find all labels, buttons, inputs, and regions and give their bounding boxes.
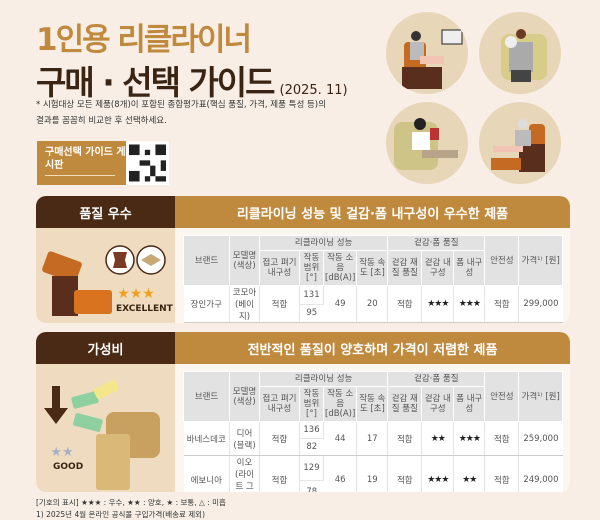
cell-brand: 장인가구 (183, 285, 230, 323)
cell-range-max: 131 (299, 285, 324, 305)
price-footnote: 1) 2025년 4월 온라인 공식몰 구입가격(배송료 제외) (36, 510, 206, 519)
col-model: 모델명 (색상) (229, 371, 260, 422)
value-illustration: ★★ GOOD (36, 364, 175, 492)
col-foam-dur: 폼 내구성 (453, 386, 486, 422)
cell-model: 이오 (라이트 그레이) (229, 455, 260, 492)
good-badge: GOOD (53, 462, 84, 472)
cell-range-max: 136 (299, 421, 324, 439)
cell-speed: 17 (356, 421, 389, 456)
legend-footnote: [기호의 표시] ★★★ : 우수, ★★ : 양호, ★ : 보통, △ : … (36, 498, 226, 507)
qr-code-icon[interactable] (126, 141, 169, 185)
cell-fabric_quality: 적합 (387, 285, 423, 323)
cell-speed: 19 (356, 455, 389, 492)
cell-speed: 20 (356, 285, 389, 323)
cell-model: 디어 (블랙) (229, 421, 260, 456)
guide-board-link[interactable]: 구매선택 가이드 게시판 (37, 141, 169, 185)
col-noise: 작동 소음 [dB(A)] (322, 386, 358, 422)
section-tag: 품질 우수 (36, 196, 175, 228)
col-fold: 접고 펴기 내구성 (259, 250, 300, 286)
cell-noise: 46 (323, 455, 358, 492)
cell-range-min: 78 (299, 480, 324, 492)
cell-price: 249,000 (518, 455, 563, 492)
cell-range-min: 95 (299, 304, 324, 323)
table-row: 장인가구 코모아 (베이지) 적합 131 49 20 적합 ★★★ ★★★ 적합 299,000 (183, 285, 563, 323)
col-price: 가격¹⁾ [원] (518, 371, 563, 422)
cell-fabric_dur: ★★★ (421, 455, 455, 492)
col-recline: 리클라이닝 성능 (258, 371, 389, 387)
col-fabric: 겉감·폼 품질 (387, 371, 486, 387)
cell-fold: 적합 (259, 455, 300, 492)
cell-brand: 에보니아 (183, 455, 230, 492)
value-table: 브랜드 모델명 (색상) 리클라이닝 성능 겉감·폼 품질 안전성 가격¹⁾ [원] 접고… (183, 371, 563, 492)
cell-safety: 적합 (484, 455, 520, 492)
col-safety: 안전성 (484, 371, 520, 422)
cell-range-min: 82 (299, 438, 324, 456)
col-fold: 접고 펴기 내구성 (259, 386, 300, 422)
svg-text:★★★: ★★★ (117, 286, 155, 302)
cell-foam_dur: ★★★ (453, 421, 486, 456)
cell-fabric_quality: 적합 (387, 455, 423, 492)
cell-noise: 44 (323, 421, 358, 456)
cell-brand: 바네스데코 (183, 421, 230, 456)
title-line1: 1인용 리클라이너 (36, 22, 252, 58)
cell-model: 코모아 (베이지) (229, 285, 260, 323)
quality-table: 브랜드 모델명 (색상) 리클라이닝 성능 겉감·폼 품질 안전성 가격¹⁾ [원] 접고… (183, 235, 563, 323)
section-tag: 가성비 (36, 332, 175, 364)
col-noise: 작동 소음 [dB(A)] (322, 250, 358, 286)
illustration-elderly-relaxing (479, 102, 561, 184)
cell-fold: 적합 (259, 285, 300, 323)
col-recline: 리클라이닝 성능 (258, 235, 389, 251)
arrow-icon (45, 175, 115, 176)
section-quality: 품질 우수 리클라이닝 성능 및 겉감·폼 내구성이 우수한 제품 ★★★ EXC… (36, 196, 570, 323)
col-range: 작동 범위 [°] (299, 250, 324, 286)
col-fabric-dur: 겉감 내구성 (421, 250, 455, 286)
col-safety: 안전성 (484, 235, 520, 286)
excellent-badge: EXCELLENT (116, 304, 173, 314)
col-brand: 브랜드 (183, 371, 230, 422)
quality-illustration: ★★★ EXCELLENT (36, 228, 175, 323)
date: (2025. 11) (279, 83, 348, 98)
cell-fabric_dur: ★★★ (421, 285, 455, 323)
cell-safety: 적합 (484, 285, 520, 323)
cell-range-max: 129 (299, 455, 324, 481)
section-headline: 전반적인 품질이 양호하며 가격이 저렴한 제품 (175, 332, 570, 364)
illustration-woman-with-baby (479, 12, 561, 94)
col-fabric-quality: 겉감 재질 품질 (387, 386, 423, 422)
guide-board-label: 구매선택 가이드 게시판 (45, 147, 126, 171)
cell-safety: 적합 (484, 421, 520, 456)
col-brand: 브랜드 (183, 235, 230, 286)
col-fabric-quality: 겉감 재질 품질 (387, 250, 423, 286)
title-text: 구매 · 선택 가이드 (36, 63, 276, 102)
col-speed: 작동 속도 [초] (356, 250, 389, 286)
col-foam-dur: 폼 내구성 (453, 250, 486, 286)
col-price: 가격¹⁾ [원] (518, 235, 563, 286)
col-fabric-dur: 겉감 내구성 (421, 386, 455, 422)
svg-text:★★: ★★ (50, 445, 73, 460)
section-value: 가성비 전반적인 품질이 양호하며 가격이 저렴한 제품 ★★ GOOD 브랜드 모… (36, 332, 570, 492)
cell-fabric_dur: ★★ (421, 421, 455, 456)
arrow-down-icon (44, 408, 68, 424)
col-speed: 작동 속도 [초] (356, 386, 389, 422)
cell-foam_dur: ★★★ (453, 285, 486, 323)
title-line2: 구매 · 선택 가이드 (2025. 11) (36, 56, 348, 104)
cell-fabric_quality: 적합 (387, 421, 423, 456)
section-headline: 리클라이닝 성능 및 겉감·폼 내구성이 우수한 제품 (175, 196, 570, 228)
cell-fold: 적합 (259, 421, 300, 456)
col-range: 작동 범위 [°] (299, 386, 324, 422)
cell-noise: 49 (323, 285, 358, 323)
cell-price: 259,000 (518, 421, 563, 456)
illustration-woman-reading (386, 102, 468, 184)
illustration-man-watching-tv (386, 12, 468, 94)
col-model: 모델명 (색상) (229, 235, 260, 286)
cell-foam_dur: ★★ (453, 455, 486, 492)
cell-price: 299,000 (518, 285, 563, 323)
note: * 시험대상 모든 제품(8개)이 포함된 종합평가표(핵심 품질, 가격, 제… (36, 100, 326, 126)
col-fabric: 겉감·폼 품질 (387, 235, 486, 251)
table-row: 바네스데코 디어 (블랙) 적합 136 44 17 적합 ★★ ★★★ 적합 259,000 (183, 421, 563, 456)
